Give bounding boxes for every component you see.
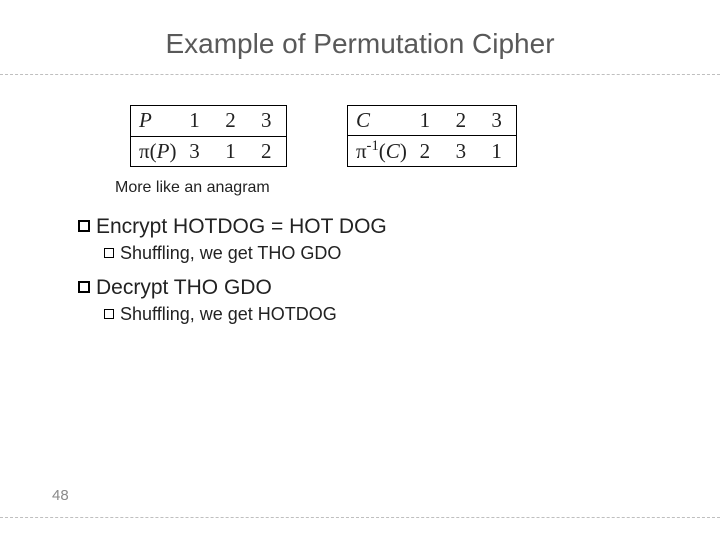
bullet-list: Encrypt HOTDOG = HOT DOG Shuffling, we g… [78, 215, 720, 325]
subbullet-text: Shuffling, we get THO GDO [120, 243, 341, 264]
pi2-prefix: π [356, 139, 367, 163]
cell: 3 [481, 106, 517, 136]
var-c: C [356, 108, 370, 132]
decrypt-row2-label: π-1(C) [347, 136, 408, 167]
cell: 1 [481, 136, 517, 167]
pi-inverse-sup: -1 [367, 138, 379, 154]
encrypt-row2-label: π(P) [131, 136, 179, 167]
cell: 2 [409, 136, 445, 167]
cell: 2 [250, 136, 286, 167]
bullet-icon [104, 248, 114, 258]
anagram-note: More like an anagram [115, 179, 720, 197]
bullet-text: Encrypt HOTDOG = HOT DOG [96, 215, 387, 239]
cell: 3 [178, 136, 214, 167]
bullet-icon [78, 220, 90, 232]
cell: 2 [214, 106, 250, 137]
cell: 2 [445, 106, 481, 136]
cell: 3 [250, 106, 286, 137]
bullet-decrypt: Decrypt THO GDO [78, 276, 720, 300]
subbullet-encrypt: Shuffling, we get THO GDO [104, 243, 720, 264]
var-p: P [139, 108, 152, 132]
footer-divider [0, 517, 720, 518]
permutation-tables: P 1 2 3 π(P) 3 1 2 C 1 2 3 π-1(C) 2 3 1 [130, 105, 720, 167]
cell: 3 [445, 136, 481, 167]
pi-prefix: π( [139, 139, 157, 163]
cell: 1 [409, 106, 445, 136]
bullet-icon [104, 309, 114, 319]
var-c2: C [386, 139, 400, 163]
encrypt-table: P 1 2 3 π(P) 3 1 2 [130, 105, 287, 167]
title-divider [0, 74, 720, 75]
bullet-icon [78, 281, 90, 293]
bullet-encrypt: Encrypt HOTDOG = HOT DOG [78, 215, 720, 239]
cell: 1 [214, 136, 250, 167]
bullet-text: Decrypt THO GDO [96, 276, 272, 300]
subbullet-decrypt: Shuffling, we get HOTDOG [104, 304, 720, 325]
decrypt-row1-label: C [347, 106, 408, 136]
subbullet-text: Shuffling, we get HOTDOG [120, 304, 337, 325]
slide-title: Example of Permutation Cipher [0, 0, 720, 60]
var-p2: P [157, 139, 170, 163]
decrypt-table: C 1 2 3 π-1(C) 2 3 1 [347, 105, 517, 167]
cell: 1 [178, 106, 214, 137]
close-paren: ) [400, 139, 407, 163]
pi-suffix: ) [169, 139, 176, 163]
open-paren: ( [379, 139, 386, 163]
encrypt-row1-label: P [131, 106, 179, 137]
page-number: 48 [52, 487, 69, 504]
